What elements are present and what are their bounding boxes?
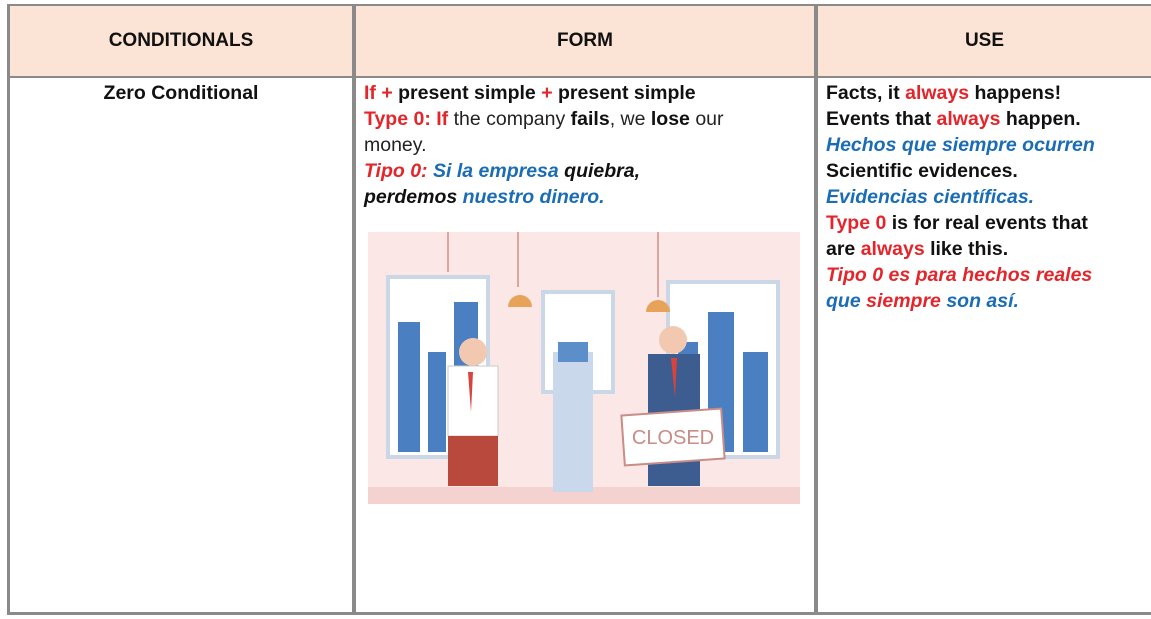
- conditional: Zero Conditional: [103, 82, 259, 104]
- text-run: money.: [364, 134, 427, 156]
- text-run: siempre: [866, 290, 947, 312]
- text-run: the company: [453, 108, 571, 130]
- text-run: Facts, it: [826, 82, 906, 104]
- text-run: lose: [650, 108, 696, 130]
- text-run: nuestro dinero.: [462, 186, 605, 208]
- text-line: Evidencias científicas.: [826, 184, 1151, 210]
- use-cell: Facts, it always happens! Events that alw…: [826, 80, 1151, 314]
- text-run: is for real events that: [891, 212, 1088, 234]
- text-run: like this.: [930, 238, 1009, 260]
- text-run: our: [695, 108, 724, 130]
- border: [7, 4, 10, 615]
- header-cell: FORM: [356, 6, 814, 76]
- text-run: Scientific evidences.: [826, 160, 1018, 182]
- text-run: present simple: [558, 82, 696, 104]
- text-line: are always like this.: [826, 236, 1151, 262]
- text-run: Type 0: If: [364, 108, 454, 130]
- text-line: Scientific evidences.: [826, 158, 1151, 184]
- text-run: perdemos: [364, 186, 463, 208]
- text-line: Tipo 0 es para hechos reales: [826, 262, 1151, 288]
- header-cell: CONDITIONALS: [10, 6, 352, 76]
- text-run: Si la empresa: [432, 160, 565, 182]
- text-run: Tipo 0 es para hechos reales: [826, 264, 1093, 286]
- text-run: Hechos que siempre ocurren: [826, 134, 1095, 156]
- text-line: Type 0 is for real events that: [826, 210, 1151, 236]
- text-run: quiebra,: [564, 160, 641, 182]
- border: [814, 4, 818, 615]
- text-line: money.: [364, 132, 812, 158]
- text-line: perdemos nuestro dinero.: [364, 184, 812, 210]
- text-line: Hechos que siempre ocurren: [826, 132, 1151, 158]
- sign-text: CLOSED: [632, 427, 714, 449]
- text-run: are: [826, 238, 861, 260]
- text-run: always: [860, 238, 931, 260]
- border: [8, 76, 1151, 78]
- form-cell: If + present simple + present simple Type…: [364, 80, 812, 210]
- illustration: CLOSED: [368, 232, 800, 504]
- header-cell: USE: [818, 6, 1151, 76]
- text-line: que siempre son así.: [826, 288, 1151, 314]
- text-run: , we: [609, 108, 651, 130]
- text-run: Evidencias científicas.: [826, 186, 1035, 208]
- text-line: Facts, it always happens!: [826, 80, 1151, 106]
- text-run: Type 0: [826, 212, 892, 234]
- border: [8, 612, 1151, 615]
- text-run: +: [541, 82, 559, 104]
- text-line: Type 0: If the company fails, we lose ou…: [364, 106, 812, 132]
- text-line: Events that always happen.: [826, 106, 1151, 132]
- text-run: happen.: [1005, 108, 1081, 130]
- text-run: If +: [364, 82, 399, 104]
- text-run: Tipo 0:: [364, 160, 433, 182]
- text-run: son así.: [946, 290, 1019, 312]
- text-line: If + present simple + present simple: [364, 80, 812, 106]
- text-run: always: [936, 108, 1006, 130]
- text-run: Events that: [826, 108, 937, 130]
- text-line: Tipo 0: Si la empresa quiebra,: [364, 158, 812, 184]
- border: [352, 4, 356, 615]
- text-run: happens!: [974, 82, 1062, 104]
- border: [8, 4, 1151, 6]
- text-run: fails: [570, 108, 610, 130]
- text-run: que: [826, 290, 867, 312]
- text-run: present simple: [398, 82, 542, 104]
- text-run: always: [905, 82, 975, 104]
